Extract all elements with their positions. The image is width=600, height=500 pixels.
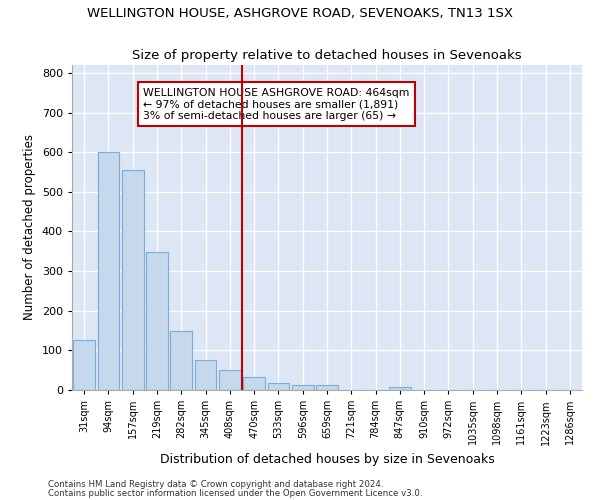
Bar [122, 170, 143, 390]
Bar [316, 385, 338, 390]
X-axis label: Distribution of detached houses by size in Sevenoaks: Distribution of detached houses by size … [160, 453, 494, 466]
Text: Contains public sector information licensed under the Open Government Licence v3: Contains public sector information licen… [48, 488, 422, 498]
Bar [146, 252, 168, 390]
Y-axis label: Number of detached properties: Number of detached properties [23, 134, 36, 320]
Bar [389, 387, 411, 390]
Bar [73, 340, 95, 390]
Bar [194, 360, 217, 390]
Bar [292, 385, 314, 390]
Bar [97, 152, 119, 390]
Text: Contains HM Land Registry data © Crown copyright and database right 2024.: Contains HM Land Registry data © Crown c… [48, 480, 383, 489]
Bar [219, 370, 241, 390]
Title: Size of property relative to detached houses in Sevenoaks: Size of property relative to detached ho… [132, 50, 522, 62]
Text: WELLINGTON HOUSE ASHGROVE ROAD: 464sqm
← 97% of detached houses are smaller (1,8: WELLINGTON HOUSE ASHGROVE ROAD: 464sqm ←… [143, 88, 410, 121]
Bar [170, 330, 192, 390]
Bar [243, 377, 265, 390]
Text: WELLINGTON HOUSE, ASHGROVE ROAD, SEVENOAKS, TN13 1SX: WELLINGTON HOUSE, ASHGROVE ROAD, SEVENOA… [87, 8, 513, 20]
Bar [268, 384, 289, 390]
